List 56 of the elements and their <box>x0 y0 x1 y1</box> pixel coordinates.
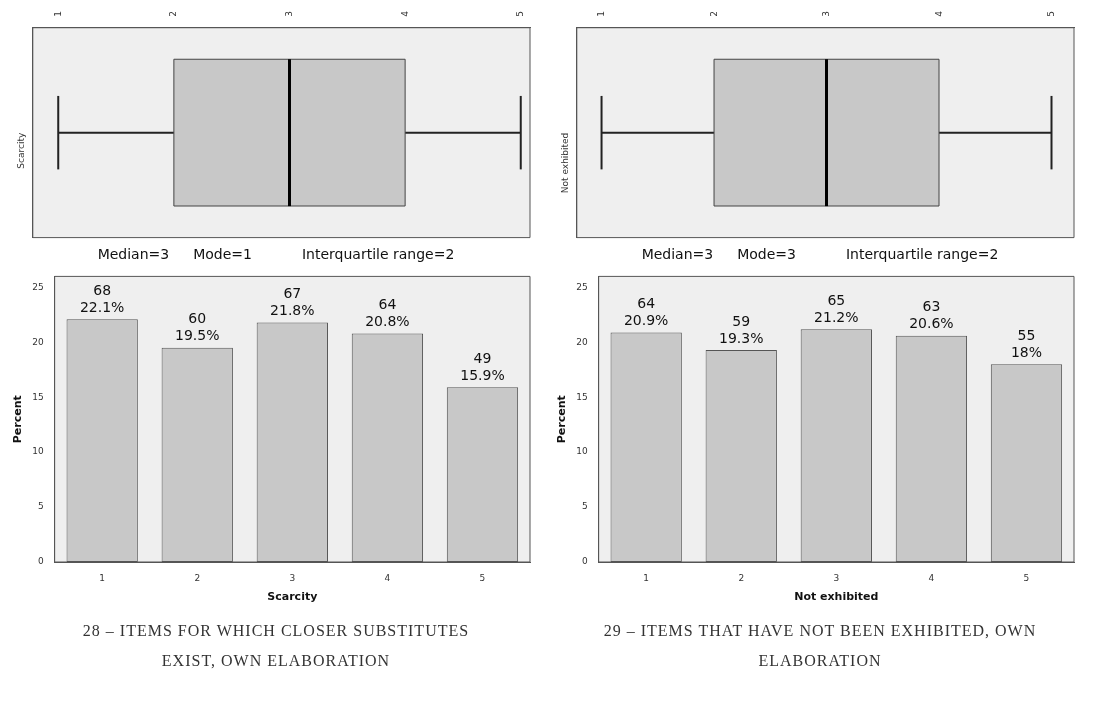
text: Mode=3 <box>737 246 796 264</box>
text: 29 – ITEMS THAT HAVE NOT BEEN EXHIBITED, OWN ELABORATION <box>602 621 1038 671</box>
y-tick-label: 10 <box>32 446 44 457</box>
y-tick-label: Scarcity <box>16 131 27 169</box>
y-tick-label: 5 <box>581 501 588 512</box>
y-tick-label: 25 <box>32 281 44 292</box>
y-tick-label: 20 <box>576 336 588 347</box>
data-label: 67 21.8% <box>270 285 315 319</box>
text: Interquartile range=2 <box>301 246 455 264</box>
data-label: 64 20.9% <box>623 295 669 329</box>
text: 28 – ITEMS FOR WHICH CLOSER SUBSTITUTES EXIST, OWN ELABORATION <box>81 621 471 671</box>
x-axis-title: Not exhibited <box>794 590 879 604</box>
text: Median=3 <box>641 246 714 264</box>
x-tick-label: 1 <box>596 10 607 17</box>
x-tick-label: 2 <box>168 10 179 17</box>
y-axis-title: Percent <box>11 395 25 444</box>
x-tick-label: 2 <box>708 10 719 17</box>
text: Interquartile range=2 <box>845 246 999 264</box>
y-tick-label: 15 <box>32 391 44 402</box>
x-tick-label: 3 <box>284 10 295 17</box>
x-tick-label: 1 <box>52 10 63 17</box>
x-axis-title: Scarcity <box>267 590 318 604</box>
text: Median=3 <box>97 246 170 264</box>
data-label: 63 20.6% <box>909 298 954 332</box>
x-tick-label: 4 <box>399 10 410 17</box>
x-tick-label: 5 <box>1023 572 1030 583</box>
data-label: 55 18% <box>1010 326 1043 360</box>
x-tick-label: 1 <box>99 572 106 583</box>
data-label: 60 19.5% <box>175 310 220 344</box>
x-tick-label: 5 <box>515 10 526 17</box>
x-tick-label: 2 <box>738 572 745 583</box>
x-tick-label: 4 <box>928 572 935 583</box>
y-tick-label: Not exhibited <box>560 132 571 194</box>
x-tick-label: 5 <box>479 572 486 583</box>
y-tick-label: 15 <box>576 391 588 402</box>
x-tick-label: 3 <box>833 572 840 583</box>
y-tick-label: 10 <box>576 446 588 457</box>
x-tick-label: 2 <box>194 572 201 583</box>
data-label: 59 19.3% <box>719 312 764 346</box>
data-label: 64 20.8% <box>365 296 410 330</box>
data-label: 68 22.1% <box>79 281 125 315</box>
x-tick-label: 4 <box>384 572 391 583</box>
x-tick-label: 3 <box>821 10 832 17</box>
y-tick-label: 0 <box>581 556 588 567</box>
y-tick-label: 20 <box>32 336 44 347</box>
data-label: 49 15.9% <box>460 349 505 383</box>
x-tick-label: 5 <box>1046 10 1057 17</box>
y-axis-title: Percent <box>555 395 569 444</box>
y-tick-label: 5 <box>37 501 44 512</box>
x-tick-label: 3 <box>289 572 296 583</box>
x-tick-label: 4 <box>933 10 944 17</box>
y-tick-label: 25 <box>576 281 588 292</box>
text: Mode=1 <box>193 246 252 264</box>
y-tick-label: 0 <box>37 556 44 567</box>
x-tick-label: 1 <box>643 572 650 583</box>
data-label: 65 21.2% <box>814 291 859 325</box>
